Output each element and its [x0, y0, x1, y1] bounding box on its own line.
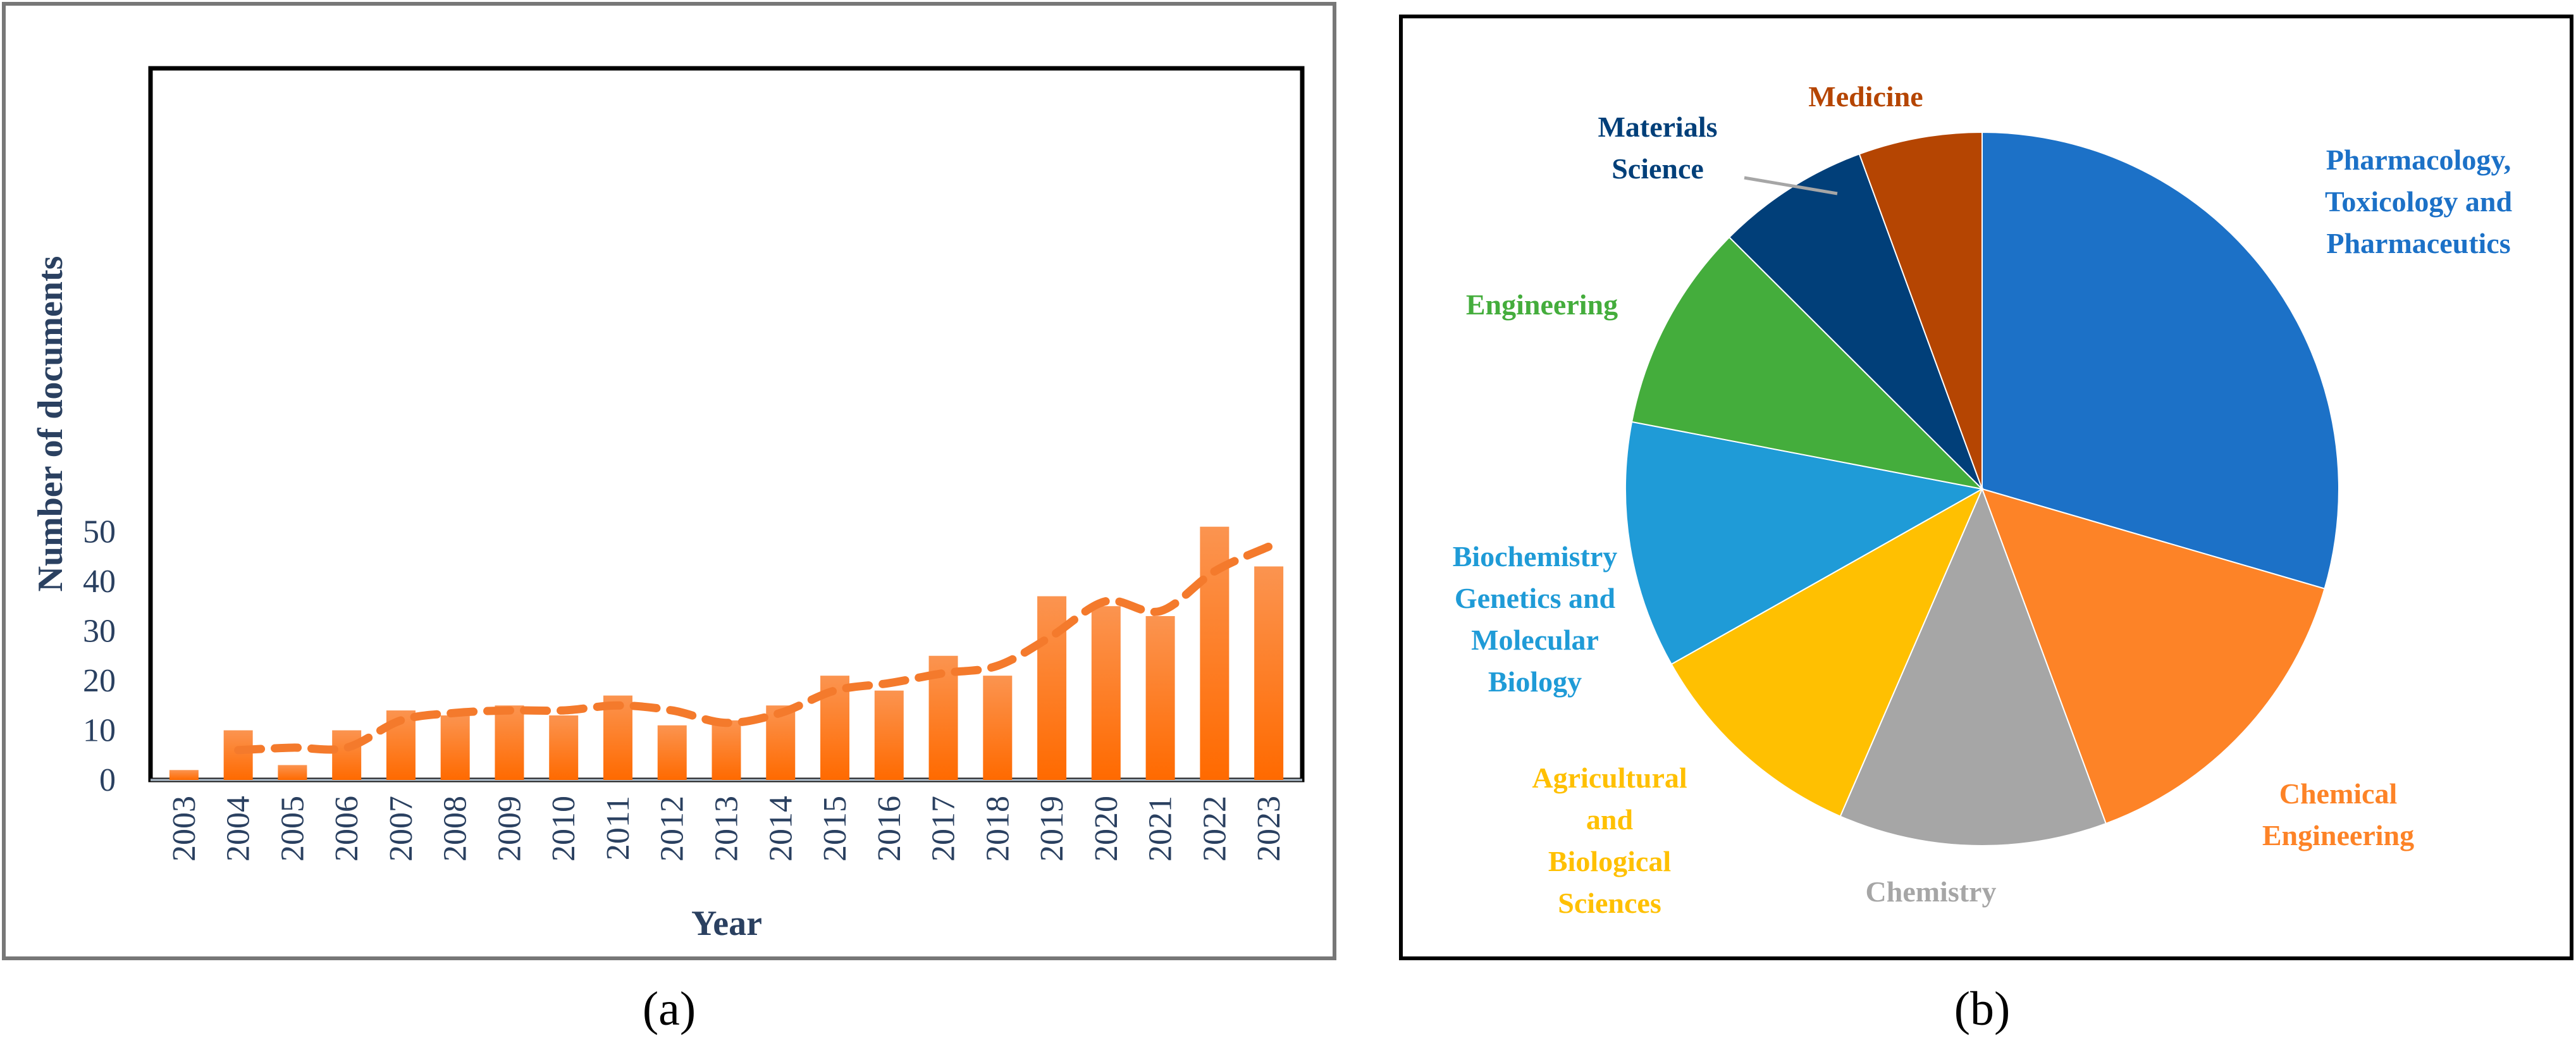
x-axis-title: Year [691, 904, 762, 943]
bar-2006 [332, 730, 362, 780]
pie-labels: Pharmacology, Toxicology and Pharmaceutics… [1453, 80, 2513, 919]
bar-2010 [549, 715, 579, 780]
x-tick-label: 2007 [383, 796, 419, 862]
pie-slice-agricultural-and-biological-sciences [1670, 487, 1984, 817]
bar-2003 [169, 770, 199, 780]
pie-slice-engineering [1630, 236, 1985, 490]
bar-2018 [983, 676, 1013, 780]
pie-label-chemistry: Chemistry [1866, 875, 1997, 908]
bar-2016 [874, 690, 904, 780]
bar-2008 [440, 715, 470, 780]
panel-label-a: (a) [643, 982, 696, 1036]
y-axis: 0 10 20 30 40 50 [83, 514, 116, 799]
y-tick-label: 30 [83, 614, 116, 650]
x-tick-label: 2010 [546, 796, 582, 862]
plot-area [148, 66, 1305, 782]
trendline-path [234, 542, 1273, 755]
x-tick-label: 2020 [1088, 796, 1125, 862]
trendline [234, 542, 1273, 755]
x-tick-label: 2017 [926, 796, 962, 862]
y-tick-label: 20 [83, 663, 116, 699]
x-tick-label: 2021 [1143, 796, 1179, 862]
pie-slice-medicine [1858, 131, 1983, 490]
pie-label-biochemistry-genetics-and-molecular-biology: Biochemistry Genetics and Molecular Biology [1453, 540, 1618, 698]
x-tick-label: 2014 [763, 796, 799, 862]
pie-slice-materials-science [1728, 153, 1983, 490]
pie-slice-pharmacology-toxicology-and-pharmaceutics [1981, 131, 2339, 590]
bar-2021 [1145, 615, 1175, 780]
pie-chart [1625, 131, 2339, 846]
pie-slice-biochemistry-genetics-and-molecular-biology [1625, 421, 1984, 665]
bar-2014 [766, 705, 796, 780]
x-tick-label: 2012 [655, 796, 691, 862]
y-tick-label: 10 [83, 713, 116, 749]
x-tick-label: 2003 [166, 796, 202, 862]
x-tick-label: 2018 [980, 796, 1016, 862]
bar-2019 [1037, 596, 1067, 780]
pie-label-pharmacology-toxicology-and-pharmaceutics: Pharmacology, Toxicology and Pharmaceutics [2325, 144, 2513, 259]
x-tick-label: 2013 [709, 796, 745, 862]
x-axis: 2003 2004 2005 2006 2007 2008 2009 2010 2011 2012… [166, 796, 1287, 862]
panel-label-b: (b) [1954, 982, 2011, 1036]
x-tick-label: 2004 [221, 796, 257, 862]
x-tick-label: 2022 [1197, 796, 1233, 862]
bar-2012 [657, 725, 687, 780]
pie-label-engineering: Engineering [1466, 288, 1618, 321]
x-tick-label: 2008 [438, 796, 474, 862]
x-tick-label: 2011 [600, 796, 636, 860]
bar-2023 [1254, 566, 1284, 780]
pie-slice-chemical-engineering [1981, 488, 2326, 825]
x-tick-label: 2006 [329, 796, 365, 862]
y-tick-label: 0 [99, 762, 116, 798]
x-tick-label: 2016 [872, 796, 908, 862]
y-axis-title: Number of documents [31, 256, 70, 592]
x-tick-label: 2009 [491, 796, 527, 862]
x-tick-label: 2015 [817, 796, 853, 862]
bar-2009 [495, 705, 524, 780]
pie-label-materials-science: Materials Science [1598, 111, 1717, 185]
pie-label-medicine: Medicine [1808, 80, 1923, 113]
pie-slice-chemistry [1839, 487, 2107, 846]
y-tick-label: 40 [83, 564, 116, 600]
x-tick-label: 2019 [1034, 796, 1070, 862]
bar-2005 [278, 765, 307, 780]
bar-2013 [712, 720, 741, 780]
materials-science-leader-line [1744, 176, 1838, 195]
panel-b: Pharmacology, Toxicology and Pharmaceutics… [1399, 15, 2573, 960]
pie-label-agricultural-and-biological-sciences: Agricultural and Biological Sciences [1532, 762, 1687, 919]
x-tick-label: 2005 [274, 796, 311, 862]
bar-2020 [1091, 606, 1121, 780]
y-tick-label: 50 [83, 514, 116, 550]
bar-2004 [223, 730, 253, 780]
x-tick-label: 2023 [1251, 796, 1287, 862]
pie-label-chemical-engineering: Chemical Engineering [2262, 777, 2414, 851]
panel-a: 0 10 20 30 40 50 2003 2004 2005 2006 2007 2008 2009… [2, 2, 1336, 960]
